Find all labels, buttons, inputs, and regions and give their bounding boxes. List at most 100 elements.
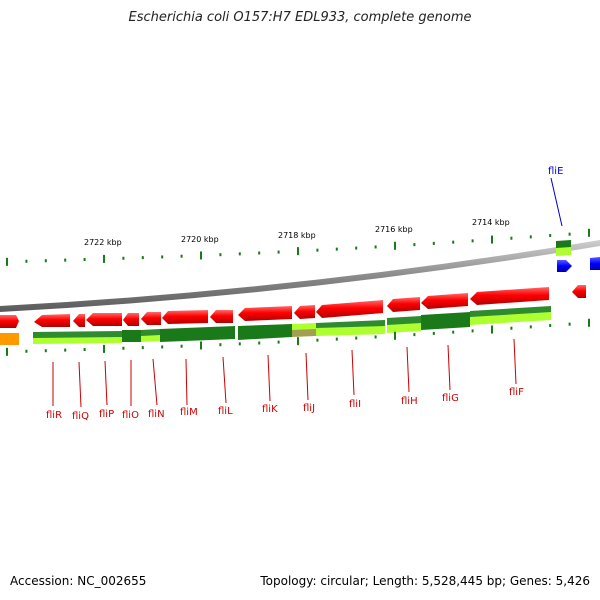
lower-tick [180,344,183,348]
highlight-gene[interactable]: fliE [548,166,600,272]
lower-tick [277,340,280,344]
lower-tick [549,324,552,328]
lower-tick [529,325,532,329]
cds-fliJ [294,305,315,319]
cds-fliF [470,287,549,305]
gene-label-fliR: fliR [46,410,62,421]
cds-fliR [34,314,70,327]
gene-label-fliH: fliH [401,396,418,407]
lower-tick [297,337,299,346]
scale-tick [452,240,455,244]
scale-tick [103,254,105,263]
gene-label-fliI: fliI [349,399,361,410]
gene-label-fliF: fliF [509,387,524,398]
lower-tick [355,336,358,340]
gene-label-fliJ: fliJ [303,403,315,414]
scale-tick [238,252,241,256]
scale-tick [44,259,47,263]
scale-label-2716: 2716 kbp [375,225,413,234]
scale-tick [394,241,396,250]
scale-tick [258,251,261,255]
gene-label-fliG: fliG [442,393,459,404]
scale-tick [588,228,590,237]
lower-tick [64,348,67,352]
scale-tick [219,253,222,257]
gene-label-fliM: fliM [180,407,198,418]
scale-label-2718: 2718 kbp [278,231,316,240]
lower-ticks [6,318,590,356]
lower-tick [25,349,28,353]
cds-fliL [210,310,233,323]
scale-tick [413,243,416,247]
scale-tick [529,235,532,239]
backbone [0,240,600,312]
scale-tick [297,247,299,256]
cds-fliE-right [590,257,600,270]
scale-tick [355,246,358,250]
cds-fliP [86,313,122,326]
scale-ticks [6,228,590,266]
lower-tick [219,343,222,347]
lower-tick [122,346,125,350]
cds-fliM [162,310,208,324]
cds-fliK [238,306,292,321]
lower-tick [394,331,396,340]
lower-tick [335,337,338,341]
lower-tick [6,347,8,356]
scale-tick [141,256,144,260]
cds-fliH [387,297,420,312]
cds-track [0,285,586,328]
gene-label-fliN: fliN [148,409,165,420]
scale-tick [25,259,28,263]
lower-tick [510,326,513,330]
gene-label-fliE: fliE [548,166,563,177]
lower-tick [238,342,241,346]
accession-text: Accession: NC_002655 [10,574,147,588]
cds-fliE [557,260,572,272]
cds-fliO [123,313,139,326]
scale-tick [277,250,280,254]
gene-label-fliO: fliO [122,410,139,421]
lower-tick [258,341,261,345]
gc-track [0,240,571,345]
gene-label-fliP: fliP [99,409,114,420]
scale-tick [568,232,571,236]
lower-tick [103,344,105,353]
lower-tick [200,341,202,350]
scale-tick [471,239,474,243]
scale-tick [161,255,164,259]
scale-tick [83,258,86,262]
cds-fliG [421,293,468,309]
scale-label-2722: 2722 kbp [84,238,122,247]
gene-label-fliK: fliK [262,404,278,415]
scale-tick [122,256,125,260]
scale-tick [510,236,513,240]
gene-labels: fliR fliQ fliP fliO fliN fliM fliL fliK … [46,338,524,422]
lower-tick [44,349,47,353]
lower-tick [568,322,571,326]
cds-fliN [141,312,161,325]
scale-tick [180,254,183,258]
lower-tick [161,345,164,349]
scale-label-2714: 2714 kbp [472,218,510,227]
map-title: Escherichia coli O157:H7 EDL933, complet… [128,10,472,25]
scale-tick [6,257,8,266]
scale-tick [549,234,552,238]
lower-tick [83,348,86,352]
lower-tick [471,329,474,333]
scale-tick [335,247,338,251]
gene-label-fliL: fliL [218,406,233,417]
lower-tick [491,325,493,334]
scale-tick [432,241,435,245]
scale-tick [374,245,377,249]
lower-tick [432,331,435,335]
scale-label-2720: 2720 kbp [181,235,219,244]
cds-fliI [316,300,383,318]
scale-tick [64,258,67,262]
scale-tick [491,235,493,244]
cds-left-edge [0,315,19,328]
genome-summary: Topology: circular; Length: 5,528,445 bp… [260,574,590,588]
scale-labels: 2722 kbp 2720 kbp 2718 kbp 2716 kbp 2714… [84,218,510,247]
gene-label-fliQ: fliQ [72,411,89,422]
